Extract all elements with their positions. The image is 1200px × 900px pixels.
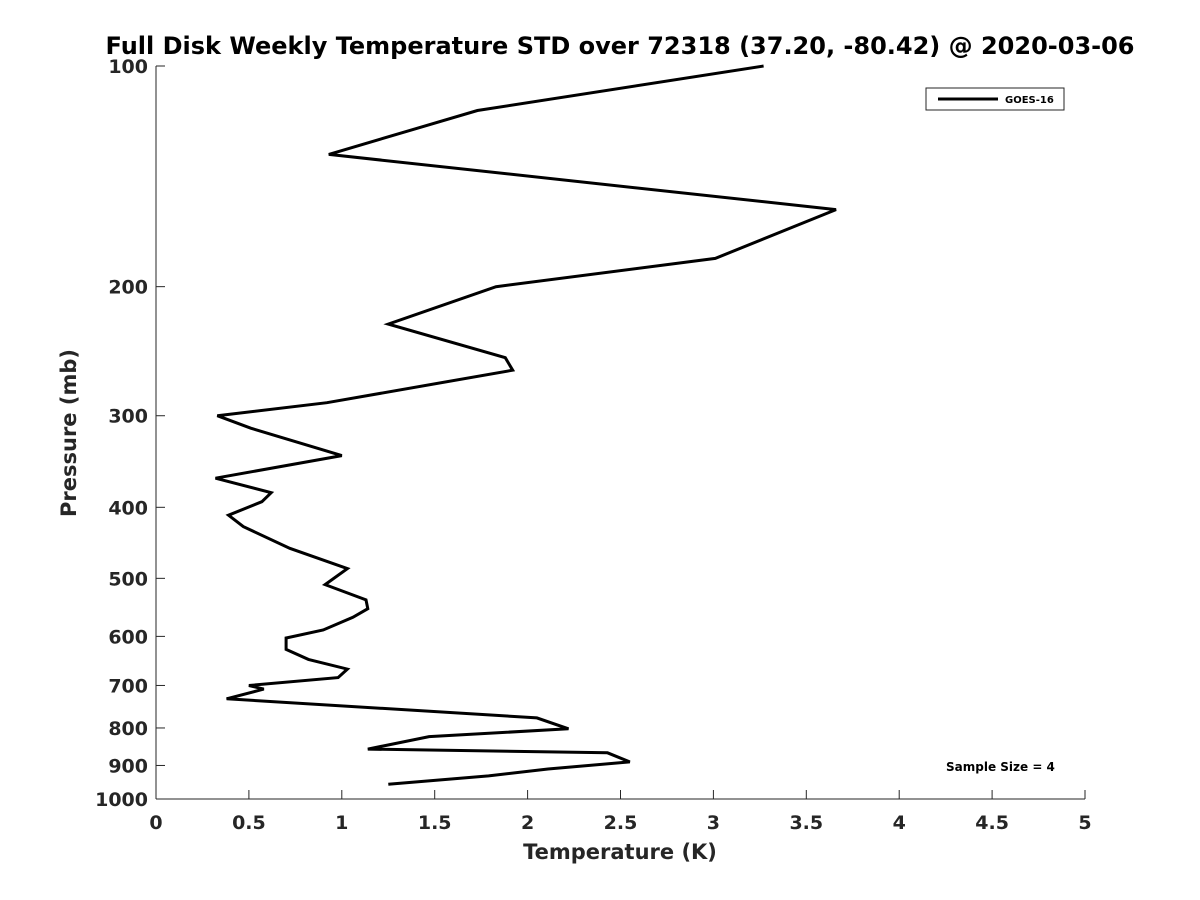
x-tick-label: 4.5 [975,812,1009,834]
x-tick-label: 0.5 [232,812,266,834]
series-group [215,64,837,786]
y-tick-label: 1000 [95,789,148,811]
x-tick-label: 4 [893,812,906,834]
y-tick-label: 600 [108,626,148,648]
y-axis-label: Pressure (mb) [57,349,81,517]
y-tick-label: 100 [108,56,148,78]
y-tick-label: 700 [108,675,148,697]
y-tick-label: 500 [108,568,148,590]
x-tick-label: 5 [1078,812,1091,834]
x-tick-label: 3.5 [789,812,823,834]
y-axis-ticks: 100 200 300 400 500 600 700 800 900 1000 [95,56,165,811]
x-tick-label: 3 [707,812,720,834]
y-tick-label: 900 [108,755,148,777]
x-tick-label: 2 [521,812,534,834]
x-tick-label: 1 [335,812,348,834]
series-line-goes-16 [215,64,837,786]
y-tick-label: 200 [108,277,148,299]
y-tick-label: 800 [108,718,148,740]
legend-label-goes-16: GOES-16 [1005,95,1054,106]
sample-size-annotation: Sample Size = 4 [946,760,1055,774]
legend: GOES-16 [925,87,1065,111]
x-tick-label: 2.5 [604,812,638,834]
x-axis-ticks: 0 0.5 1 1.5 2 2.5 3 3.5 4 4.5 5 [149,790,1092,834]
y-tick-label: 300 [108,406,148,428]
x-axis-label: Temperature (K) [523,840,717,864]
x-tick-label: 0 [149,812,162,834]
chart-title: Full Disk Weekly Temperature STD over 72… [106,32,1135,60]
x-tick-label: 1.5 [418,812,452,834]
y-tick-label: 400 [108,497,148,519]
